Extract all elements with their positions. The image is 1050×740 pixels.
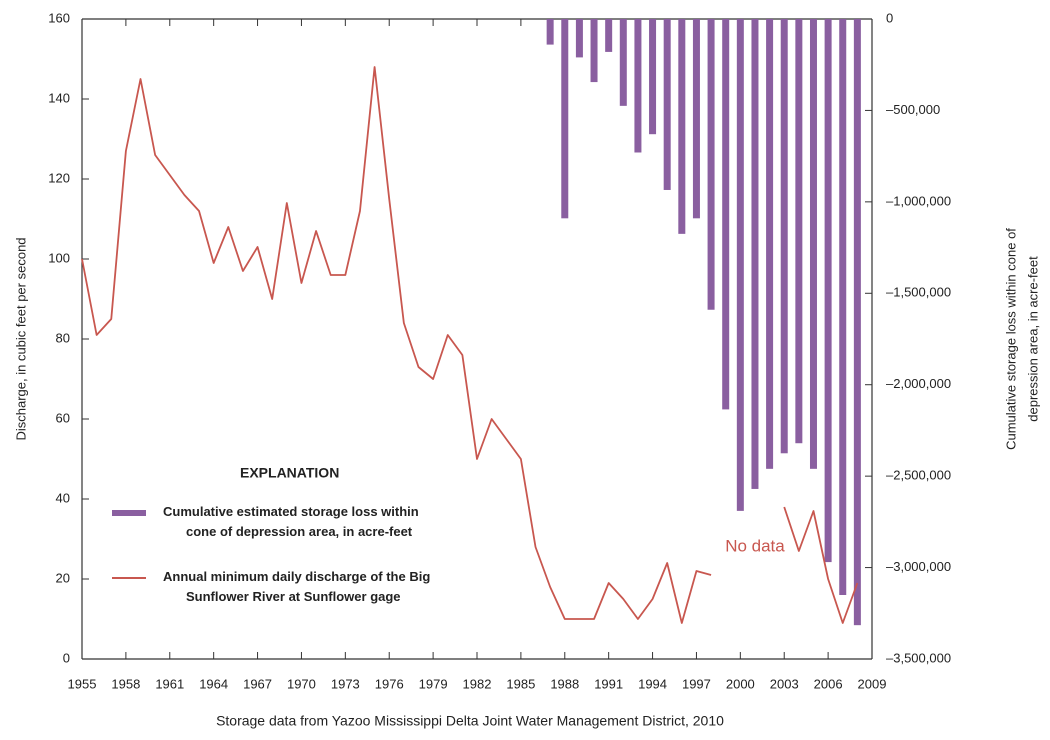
x-tick-label: 1988: [550, 676, 579, 691]
line: [81, 66, 712, 624]
y2-tick-label: –2,000,000: [886, 376, 951, 391]
bar: [590, 19, 598, 83]
bar: [678, 19, 686, 234]
bar: [853, 19, 861, 626]
bar: [575, 19, 583, 58]
bar: [809, 19, 817, 469]
legend-title: EXPLANATION: [240, 465, 339, 481]
bar: [546, 19, 554, 45]
y-tick-label: 140: [48, 90, 70, 105]
x-tick-label: 1982: [463, 676, 492, 691]
y2-tick-label: 0: [886, 10, 893, 25]
legend-label-line: Annual minimum daily discharge of the Bi…: [163, 569, 430, 584]
y2-axis-label: Cumulative storage loss within cone of: [1003, 228, 1018, 450]
x-tick-label: 1994: [638, 676, 667, 691]
bar: [561, 19, 569, 219]
y-tick-label: 80: [56, 330, 70, 345]
x-tick-label: 1997: [682, 676, 711, 691]
bar: [780, 19, 788, 454]
y2-tick-label: –1,500,000: [886, 285, 951, 300]
x-tick-label: 1967: [243, 676, 272, 691]
y-tick-label: 120: [48, 170, 70, 185]
annotation: No data: [725, 536, 785, 555]
bar: [663, 19, 671, 190]
y-tick-label: 60: [56, 410, 70, 425]
y-tick-label: 40: [56, 490, 70, 505]
bar: [824, 19, 832, 563]
bar: [619, 19, 627, 106]
bar: [605, 19, 613, 52]
y-tick-label: 100: [48, 250, 70, 265]
y2-tick-label: –3,000,000: [886, 559, 951, 574]
x-tick-label: 2003: [770, 676, 799, 691]
bar: [751, 19, 759, 489]
x-tick-label: 2009: [858, 676, 887, 691]
y-tick-label: 0: [63, 650, 70, 665]
legend-label: Cumulative estimated storage loss within…: [163, 504, 419, 539]
legend-label-line: cone of depression area, in acre-feet: [186, 524, 413, 539]
x-tick-label: 1979: [419, 676, 448, 691]
legend-label-line: Cumulative estimated storage loss within: [163, 504, 419, 519]
x-tick-label: 1958: [111, 676, 140, 691]
bar: [692, 19, 700, 219]
x-tick-label: 2006: [814, 676, 843, 691]
y-axis-label: Discharge, in cubic feet per second: [13, 237, 28, 440]
y2-tick-label: –1,000,000: [886, 193, 951, 208]
caption: Storage data from Yazoo Mississippi Delt…: [216, 713, 724, 729]
y2-tick-label: –500,000: [886, 102, 940, 117]
legend-label-line: Sunflower River at Sunflower gage: [186, 589, 401, 604]
x-tick-label: 1985: [506, 676, 535, 691]
legend-swatch: [112, 510, 146, 516]
y2-tick-label: –3,500,000: [886, 650, 951, 665]
bar: [839, 19, 847, 595]
bar: [795, 19, 803, 444]
bar: [736, 19, 744, 511]
x-tick-label: 1961: [155, 676, 184, 691]
y2-tick-label: –2,500,000: [886, 468, 951, 483]
x-tick-label: 1955: [68, 676, 97, 691]
x-tick-label: 1973: [331, 676, 360, 691]
bar: [722, 19, 730, 410]
bar: [766, 19, 774, 469]
x-tick-label: 1991: [594, 676, 623, 691]
x-tick-label: 1976: [375, 676, 404, 691]
y-tick-label: 20: [56, 570, 70, 585]
bar: [634, 19, 642, 153]
legend-label: Annual minimum daily discharge of the Bi…: [163, 569, 430, 604]
x-tick-label: 1970: [287, 676, 316, 691]
y-tick-label: 160: [48, 10, 70, 25]
line: [783, 506, 859, 624]
y2-axis-label: depression area, in acre-feet: [1025, 256, 1040, 422]
x-tick-label: 2000: [726, 676, 755, 691]
bar: [707, 19, 715, 310]
x-tick-label: 1964: [199, 676, 228, 691]
bar: [649, 19, 657, 135]
